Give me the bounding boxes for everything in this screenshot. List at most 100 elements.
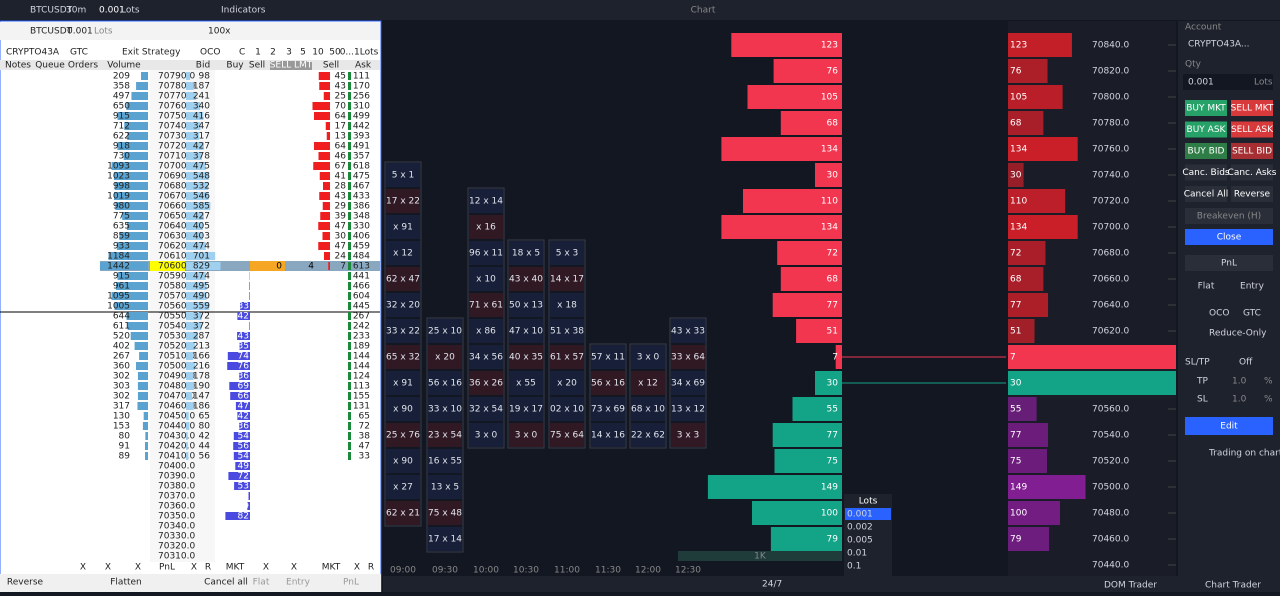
order-btn-label[interactable]: Reverse [1234, 190, 1271, 200]
trading-on-chart[interactable]: Trading on chart [1208, 449, 1280, 459]
ask: 433 [353, 192, 370, 202]
quick-size[interactable]: 3 [286, 48, 292, 58]
tif[interactable]: GTC [1243, 309, 1261, 319]
lots-item[interactable]: 0.01 [847, 549, 867, 559]
bid: 190 [193, 382, 210, 392]
price-label: 70440.0 [1092, 561, 1129, 571]
entry[interactable]: Entry [1240, 282, 1265, 292]
breakeven[interactable]: Breakeven (H) [1197, 212, 1261, 222]
sell: 46 [335, 152, 347, 162]
buy: 66 [238, 392, 250, 402]
profile-label: 77 [827, 431, 838, 441]
strategy[interactable]: Exit Strategy [122, 48, 181, 58]
leverage[interactable]: 100x [208, 27, 231, 37]
c[interactable]: C [239, 48, 245, 58]
sl-value[interactable]: 1.0 [1232, 395, 1247, 405]
order-btn-label[interactable]: BUY ASK [1187, 125, 1227, 135]
volume: 1005 [107, 302, 130, 312]
tp-value[interactable]: 1.0 [1232, 377, 1247, 387]
account[interactable]: CRYPTO43A... [1188, 40, 1250, 50]
action[interactable]: PnL [343, 578, 359, 588]
tif[interactable]: GTC [70, 48, 88, 58]
sell: 25 [335, 92, 346, 102]
sell: 24 [335, 252, 347, 262]
volume-bar [135, 342, 148, 350]
sell-bar [313, 102, 331, 110]
last-row [1008, 345, 1176, 369]
quick-size[interactable]: 0...1Lots [340, 48, 379, 58]
price-label: 70500.0 [1092, 483, 1129, 493]
footprint-cell: 57 x 11 [591, 353, 625, 363]
sltp-state[interactable]: Off [1239, 358, 1253, 368]
profile-label: 110 [821, 197, 838, 207]
bid: 490 [193, 292, 210, 302]
action[interactable]: Flat [253, 578, 270, 588]
dom-footer [0, 574, 381, 592]
oco[interactable]: OCO [1209, 309, 1229, 319]
sell-bar [324, 252, 330, 260]
action[interactable]: Flatten [110, 578, 142, 588]
ask-marker [348, 402, 351, 410]
lots-item[interactable]: 0.1 [847, 562, 861, 572]
dom-lots[interactable]: 0.001 [67, 27, 93, 37]
quick-size[interactable]: 10 [312, 48, 324, 58]
ask-marker [348, 82, 351, 90]
lots-item[interactable]: 0.002 [847, 523, 873, 533]
footprint-cell: 68 x 10 [631, 405, 665, 415]
order-btn-label[interactable]: Cancel All [1184, 190, 1229, 200]
footprint-cell: 33 x 22 [386, 327, 420, 337]
bid: 546 [193, 192, 210, 202]
quick-size[interactable]: 1 [255, 48, 261, 58]
volume: 358 [113, 82, 130, 92]
account[interactable]: CRYPTO43A [6, 48, 60, 58]
order-btn-label[interactable]: BUY MKT [1186, 104, 1226, 114]
edit[interactable]: Edit [1220, 422, 1238, 432]
indicators[interactable]: Indicators [221, 6, 266, 16]
buy-bar [249, 282, 250, 290]
session[interactable]: 24/7 [762, 580, 782, 590]
dom-value: 76 [1010, 67, 1022, 77]
qty[interactable]: 0.001 [1188, 78, 1214, 88]
ask-marker [348, 352, 351, 360]
volume: 635 [113, 222, 130, 232]
action[interactable]: Cancel all [204, 578, 248, 588]
bid: 178 [193, 372, 210, 382]
order-btn-label[interactable]: SELL ASK [1231, 125, 1274, 135]
action[interactable]: Reverse [7, 578, 44, 588]
ask: 242 [353, 322, 370, 332]
buy: 54 [238, 432, 250, 442]
order-btn-label[interactable]: SELL MKT [1231, 104, 1274, 114]
flat[interactable]: Flat [1198, 282, 1215, 292]
tab[interactable]: Chart Trader [1205, 581, 1261, 591]
reduce-only[interactable]: Reduce-Only [1209, 329, 1267, 339]
quick-size[interactable]: 2 [270, 48, 276, 58]
lots-item[interactable]: 0.001 [847, 510, 873, 520]
close[interactable]: Close [1217, 233, 1242, 243]
bid: 186 [193, 402, 210, 412]
buy: 1 [243, 272, 249, 282]
ask: 499 [353, 112, 370, 122]
col-header: Sell [323, 61, 339, 71]
bid: 147 [193, 392, 210, 402]
timeframe: 30m [66, 6, 86, 16]
order-btn-label[interactable]: Canc. Asks [1228, 168, 1277, 178]
quick-size[interactable]: 5 [300, 48, 306, 58]
sell: 64 [335, 112, 347, 122]
pnl[interactable]: PnL [1221, 259, 1237, 269]
sell: 39 [335, 212, 347, 222]
order-btn-label[interactable]: SELL BID [1232, 147, 1272, 157]
order-btn-label[interactable]: BUY BID [1188, 147, 1225, 157]
action[interactable]: Entry [286, 578, 311, 588]
ask: 33 [359, 452, 370, 462]
footprint-cell: 75 x 48 [428, 509, 462, 519]
dom-value: 7 [1010, 353, 1016, 363]
tab[interactable]: DOM Trader [1104, 581, 1157, 591]
buy: 9 [243, 502, 249, 512]
volume: 302 [113, 392, 130, 402]
oco[interactable]: OCO [200, 48, 220, 58]
price-label: 70740.0 [1092, 171, 1129, 181]
order-btn-label[interactable]: Canc. Bids [1182, 168, 1230, 178]
sell-bar [313, 162, 330, 170]
sell: 45 [335, 72, 346, 82]
lots-item[interactable]: 0.005 [847, 536, 873, 546]
